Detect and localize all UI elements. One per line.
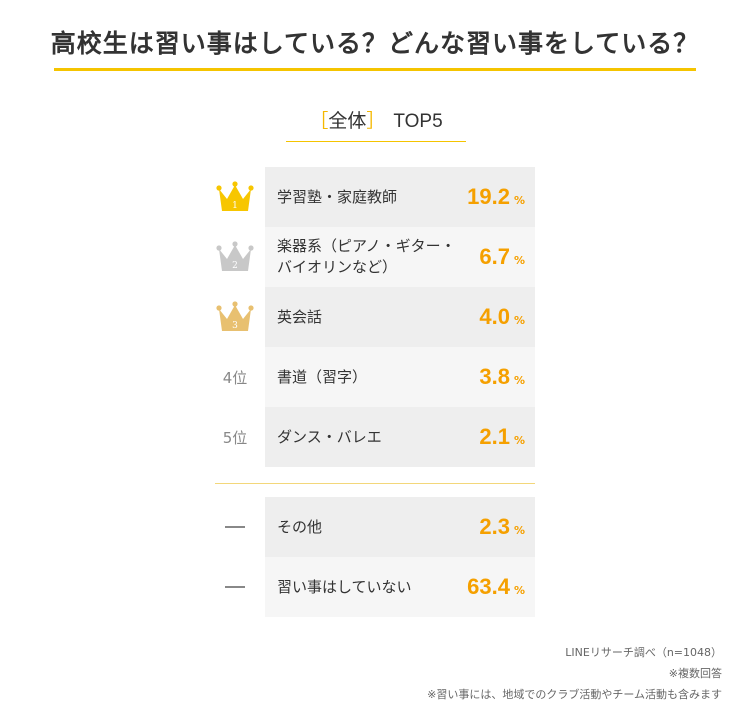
row-cell: 書道（習字） 3.8%	[265, 347, 535, 407]
dash-mark	[225, 586, 245, 588]
footnotes: LINEリサーチ調べ（n=1048） ※複数回答 ※習い事には、地域でのクラブ活…	[427, 642, 722, 705]
rank-badge-1: 1	[215, 167, 255, 227]
page-title: 高校生は習い事はしている？どんな習い事をしている？	[50, 29, 700, 58]
item-value: 2.3%	[479, 497, 525, 557]
table-row-none: 習い事はしていない 63.4%	[215, 557, 535, 617]
value-number: 2.3	[479, 514, 510, 539]
item-label: 習い事はしていない	[277, 577, 412, 596]
item-label: 書道（習字）	[277, 367, 368, 386]
row-cell: その他 2.3%	[265, 497, 535, 557]
rank-badge-3: 3	[215, 287, 255, 347]
rank-number: 2	[232, 261, 238, 271]
title-underline	[54, 68, 696, 71]
value-number: 3.8	[479, 364, 510, 389]
gold-crown-icon: 1	[216, 181, 254, 211]
rank-number: 1	[232, 201, 238, 211]
item-value: 4.0%	[479, 287, 525, 347]
item-label-line1: 楽器系（ピアノ・ギター・	[277, 237, 456, 255]
multiple-answer-note: ※複数回答	[668, 667, 722, 680]
silver-crown-icon: 2	[216, 241, 254, 271]
value-number: 2.1	[479, 424, 510, 449]
item-value: 63.4%	[467, 557, 525, 617]
row-cell: 英会話 4.0%	[265, 287, 535, 347]
value-number: 4.0	[479, 304, 510, 329]
section-heading: ［全体］ TOP5	[286, 106, 466, 133]
value-unit: %	[513, 373, 525, 387]
rank-label: 5位	[222, 428, 248, 447]
section-divider	[215, 483, 535, 484]
row-cell: ダンス・バレエ 2.1%	[265, 407, 535, 467]
table-row-2: 2 楽器系（ピアノ・ギター・ バイオリンなど） 6.7%	[215, 227, 535, 287]
rank-dash	[215, 497, 255, 557]
value-unit: %	[513, 193, 525, 207]
item-value: 3.8%	[479, 347, 525, 407]
value-unit: %	[513, 253, 525, 267]
rank-number: 3	[232, 321, 238, 331]
rank-badge-2: 2	[215, 227, 255, 287]
rank-label: 4位	[222, 368, 248, 387]
table-row-4: 4位 書道（習字） 3.8%	[215, 347, 535, 407]
row-cell: 学習塾・家庭教師 19.2%	[265, 167, 535, 227]
bracket-close: ］	[366, 110, 386, 132]
scope-note: ※習い事には、地域でのクラブ活動やチーム活動も含みます	[427, 688, 722, 701]
section-underline	[286, 141, 466, 142]
row-cell: 楽器系（ピアノ・ギター・ バイオリンなど） 6.7%	[265, 227, 535, 287]
section-label: 全体	[328, 110, 367, 132]
row-cell: 習い事はしていない 63.4%	[265, 557, 535, 617]
item-label: 英会話	[277, 307, 323, 326]
item-value: 19.2%	[467, 167, 525, 227]
dash-mark	[225, 526, 245, 528]
value-number: 19.2	[467, 184, 510, 209]
value-unit: %	[513, 583, 525, 597]
table-row-1: 1 学習塾・家庭教師 19.2%	[215, 167, 535, 227]
table-row-3: 3 英会話 4.0%	[215, 287, 535, 347]
bronze-crown-icon: 3	[216, 301, 254, 331]
source-note: LINEリサーチ調べ（n=1048）	[565, 646, 722, 659]
table-row-other: その他 2.3%	[215, 497, 535, 557]
item-label: 学習塾・家庭教師	[277, 187, 398, 206]
item-label: ダンス・バレエ	[277, 427, 382, 446]
value-number: 63.4	[467, 574, 510, 599]
rank-dash	[215, 557, 255, 617]
item-value: 6.7%	[479, 227, 525, 287]
item-label: その他	[277, 517, 323, 536]
bracket-open: ［	[309, 110, 329, 132]
table-row-5: 5位 ダンス・バレエ 2.1%	[215, 407, 535, 467]
value-unit: %	[513, 313, 525, 327]
item-label: 楽器系（ピアノ・ギター・ バイオリンなど）	[277, 227, 457, 287]
item-value: 2.1%	[479, 407, 525, 467]
item-label-line2: バイオリンなど）	[277, 258, 398, 276]
value-unit: %	[513, 433, 525, 447]
value-unit: %	[513, 523, 525, 537]
value-number: 6.7	[479, 244, 510, 269]
section-suffix: TOP5	[393, 111, 443, 132]
